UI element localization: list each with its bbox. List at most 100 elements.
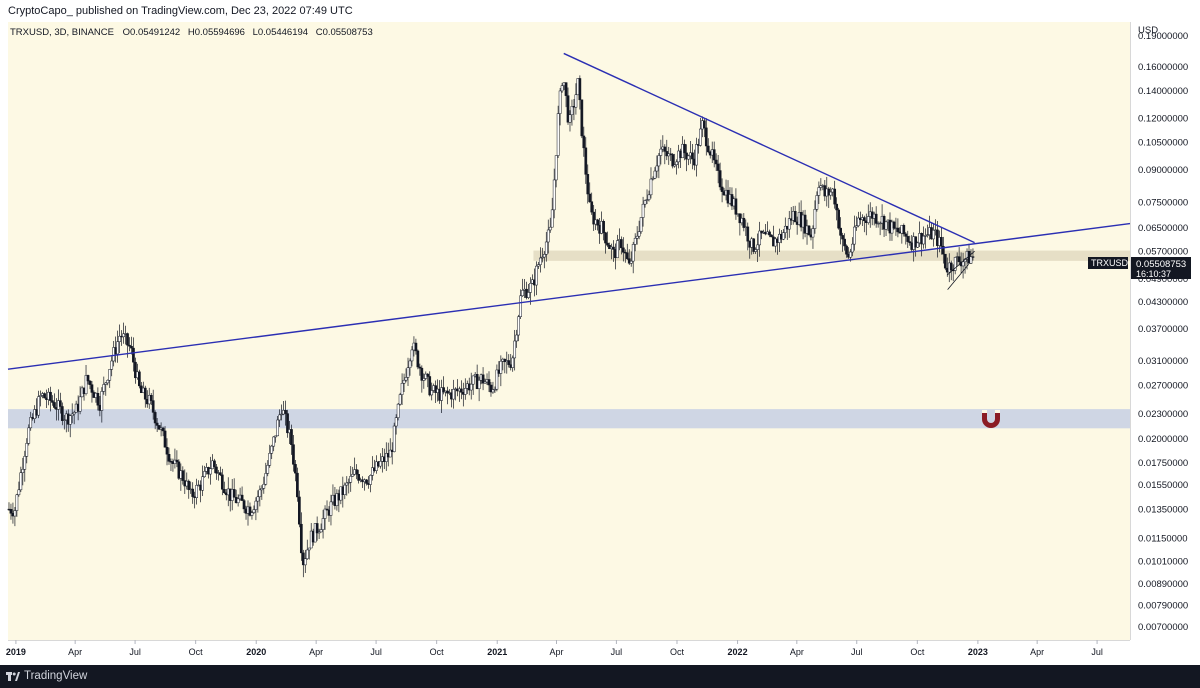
y-tick-label: 0.19000000 xyxy=(1138,31,1188,42)
candle-up xyxy=(655,165,659,172)
candle-up xyxy=(560,85,564,92)
candle-up xyxy=(252,509,256,513)
candle-down xyxy=(294,464,297,474)
candle-up xyxy=(527,292,530,298)
candle-up xyxy=(651,178,655,180)
candle-up xyxy=(635,235,639,239)
candle-up xyxy=(616,240,619,259)
publisher-header: CryptoCapo_ published on TradingView.com… xyxy=(0,0,1200,22)
candle-up xyxy=(932,230,935,240)
x-tick-label: Oct xyxy=(910,647,925,657)
candle-down xyxy=(191,488,195,497)
candle-down xyxy=(365,479,368,484)
candle-up xyxy=(866,216,870,224)
candle-down xyxy=(914,236,918,248)
support-zone xyxy=(8,409,1130,429)
candle-up xyxy=(195,485,198,498)
y-tick-label: 0.00790000 xyxy=(1138,601,1188,612)
chart-plot-area[interactable] xyxy=(8,22,1130,640)
candle-down xyxy=(590,201,594,213)
candle-down xyxy=(663,146,667,152)
candle-up xyxy=(657,155,661,167)
y-tick-label: 0.02300000 xyxy=(1138,409,1188,420)
candle-down xyxy=(49,391,52,401)
y-tick-label: 0.00700000 xyxy=(1138,622,1188,633)
y-tick-label: 0.02000000 xyxy=(1138,434,1188,445)
candle-down xyxy=(325,508,329,511)
candle-down xyxy=(862,217,866,222)
candle-up xyxy=(811,228,815,238)
candle-up xyxy=(649,178,653,196)
candle-up xyxy=(756,244,759,250)
candle-down xyxy=(163,430,167,448)
candle-down xyxy=(167,454,171,462)
candle-up xyxy=(264,473,268,485)
candle-up xyxy=(392,425,396,452)
candle-down xyxy=(578,78,582,101)
candle-up xyxy=(379,461,382,467)
candle-down xyxy=(752,238,756,252)
candle-up xyxy=(25,443,29,457)
candle-down xyxy=(906,236,910,242)
price-tag-symbol: TRXUSD xyxy=(1091,258,1129,268)
candle-up xyxy=(272,436,276,447)
candle-up xyxy=(110,360,114,370)
candle-up xyxy=(262,483,266,489)
candle-up xyxy=(552,179,556,211)
candle-down xyxy=(161,427,165,432)
candle-down xyxy=(292,444,295,465)
candle-up xyxy=(653,170,657,179)
y-tick-label: 0.05700000 xyxy=(1138,247,1188,258)
candle-down xyxy=(355,469,358,475)
candle-down xyxy=(588,193,592,202)
candle-down xyxy=(584,147,588,175)
price-axis[interactable] xyxy=(1130,22,1200,665)
candle-down xyxy=(442,387,445,393)
candle-up xyxy=(410,349,414,362)
candle-up xyxy=(878,222,882,225)
candle-down xyxy=(621,247,625,253)
x-tick-label: Apr xyxy=(309,647,323,657)
candle-up xyxy=(781,232,785,240)
y-tick-label: 0.14000000 xyxy=(1138,86,1188,97)
candle-down xyxy=(904,233,908,237)
candle-down xyxy=(143,387,147,400)
candle-up xyxy=(408,360,412,368)
candle-up xyxy=(815,195,819,210)
time-axis[interactable] xyxy=(0,640,1130,665)
y-axis-ticks: 0.19000000 0.16000000 0.14000000 0.12000000… xyxy=(1138,31,1188,633)
candle-down xyxy=(706,145,710,153)
candle-up xyxy=(319,529,323,533)
descending-trendline xyxy=(563,52,975,244)
candle-up xyxy=(546,229,550,243)
candle-up xyxy=(643,200,647,205)
candle-down xyxy=(507,360,511,365)
y-tick-label: 0.16000000 xyxy=(1138,62,1188,73)
candle-down xyxy=(187,480,191,490)
candle-up xyxy=(13,510,17,517)
candle-down xyxy=(418,366,422,369)
candle-up xyxy=(659,148,663,156)
candle-down xyxy=(157,425,161,430)
x-tick-label: Oct xyxy=(189,647,204,657)
candle-up xyxy=(100,391,104,411)
y-tick-label: 0.12000000 xyxy=(1138,113,1188,124)
y-tick-label: 0.02700000 xyxy=(1138,381,1188,392)
candle-up xyxy=(849,251,852,258)
candle-up xyxy=(544,241,548,255)
candle-down xyxy=(604,232,607,244)
candle-down xyxy=(248,506,252,516)
candle-down xyxy=(582,135,586,149)
candle-up xyxy=(667,153,671,157)
y-tick-label: 0.04300000 xyxy=(1138,297,1188,308)
candle-up xyxy=(513,340,517,359)
price-chart[interactable]: USD 0.19000000 0.16000000 0.14000000 0.1200… xyxy=(0,0,1200,665)
candle-up xyxy=(278,414,281,421)
candle-up xyxy=(535,265,538,286)
candle-up xyxy=(517,316,520,336)
candle-down xyxy=(734,198,738,215)
candle-up xyxy=(70,413,74,416)
candle-down xyxy=(671,154,675,167)
candle-up xyxy=(78,396,82,412)
candle-down xyxy=(793,211,797,223)
